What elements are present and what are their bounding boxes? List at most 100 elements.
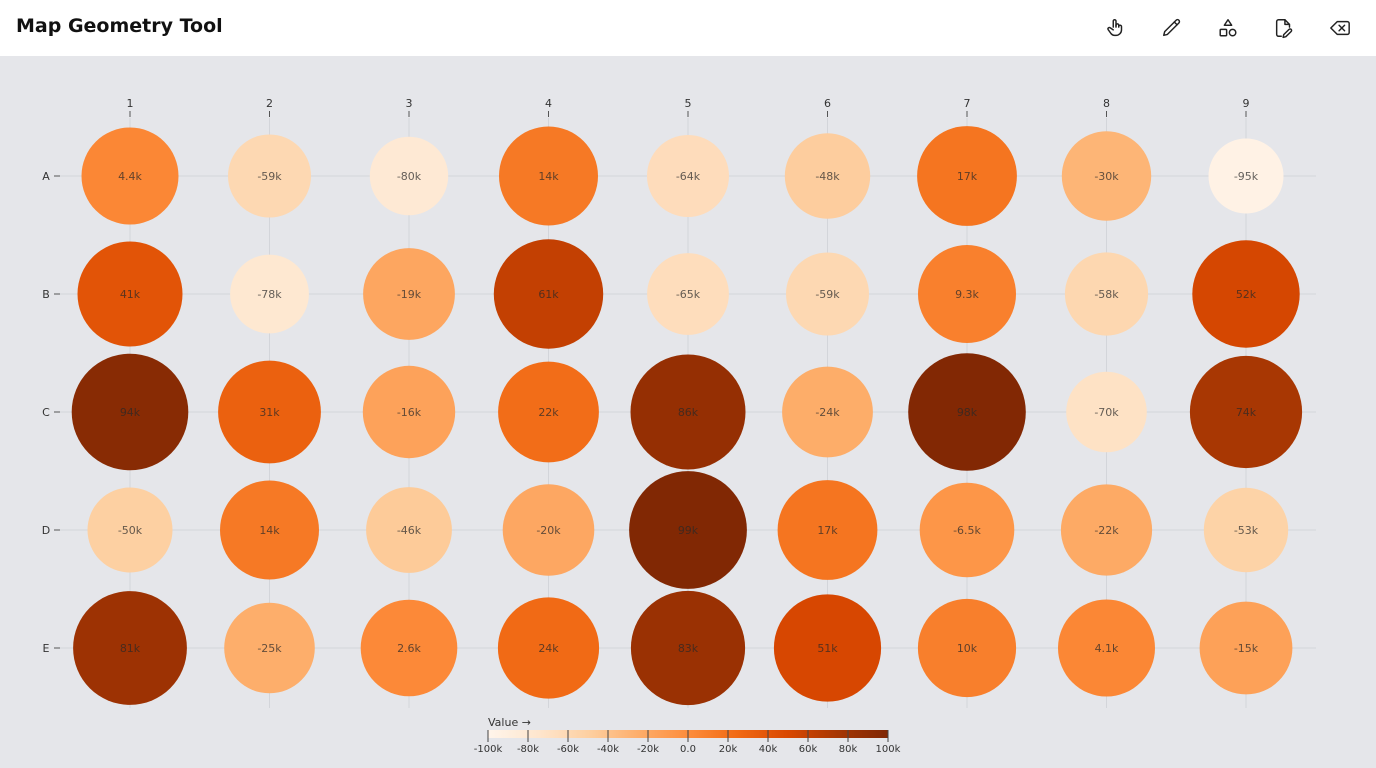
bubble xyxy=(918,245,1016,343)
row-tick-label: E xyxy=(43,642,50,655)
bubble xyxy=(630,590,746,706)
bubble-label: 94k xyxy=(120,406,141,419)
bubble-label: -78k xyxy=(257,288,282,301)
bubble xyxy=(1064,252,1149,336)
legend-tick-label: 40k xyxy=(759,744,778,755)
row-tick-label: B xyxy=(42,288,50,301)
bubble-label: -59k xyxy=(257,170,282,183)
bubble xyxy=(647,253,729,335)
bubble xyxy=(499,126,598,226)
bubble-label: -65k xyxy=(676,288,701,301)
bubble-label: 14k xyxy=(259,524,280,537)
bubble xyxy=(497,597,600,699)
row-tick-label: D xyxy=(42,524,50,537)
bubble xyxy=(77,241,183,347)
bubble-label: 99k xyxy=(678,524,699,537)
bubble xyxy=(1208,138,1284,214)
bubble xyxy=(908,353,1026,471)
bubble-label: 9.3k xyxy=(955,288,979,301)
pencil-icon xyxy=(1163,18,1181,37)
legend-tick-label: 80k xyxy=(839,744,858,755)
bubble xyxy=(71,353,189,471)
bubble xyxy=(786,252,869,336)
bubble-label: -48k xyxy=(815,170,840,183)
bubble xyxy=(366,487,452,573)
bubble xyxy=(1192,240,1300,348)
export-tool-button[interactable] xyxy=(1270,14,1298,42)
column-tick-label: 8 xyxy=(1103,97,1110,110)
bubble xyxy=(218,360,321,464)
backspace-icon xyxy=(1330,20,1350,36)
bubble xyxy=(498,361,599,463)
bubble-label: -70k xyxy=(1094,406,1119,419)
column-tick-label: 2 xyxy=(266,97,273,110)
bubble xyxy=(73,591,187,705)
bubble xyxy=(782,366,873,458)
bubble xyxy=(647,135,729,217)
bubble-label: -19k xyxy=(397,288,422,301)
row-tick-label: C xyxy=(42,406,50,419)
bubble xyxy=(362,365,456,459)
bubble xyxy=(363,248,455,340)
column-tick-label: 3 xyxy=(406,97,413,110)
column-tick-label: 6 xyxy=(824,97,831,110)
bubble-label: -22k xyxy=(1094,524,1119,537)
bubble-label: 24k xyxy=(538,642,559,655)
bubble-label: 17k xyxy=(817,524,838,537)
bubble-label: -16k xyxy=(397,406,422,419)
file-edit-icon xyxy=(1275,19,1293,39)
row-tick-label: A xyxy=(42,170,50,183)
column-tick-label: 7 xyxy=(964,97,971,110)
bubble xyxy=(1060,484,1153,576)
bubble xyxy=(87,487,173,573)
bubble xyxy=(502,484,595,576)
bubble xyxy=(630,354,746,470)
legend-tick-label: -40k xyxy=(597,744,619,755)
bubble-label: 61k xyxy=(538,288,559,301)
bubble xyxy=(629,471,747,589)
column-tick-label: 5 xyxy=(685,97,692,110)
bubble xyxy=(1189,355,1303,469)
bubble-label: -58k xyxy=(1094,288,1119,301)
bubble xyxy=(917,126,1017,226)
legend-title: Value → xyxy=(488,716,531,729)
legend-tick-label: -80k xyxy=(517,744,539,755)
bubble xyxy=(777,480,878,580)
bubble xyxy=(220,480,319,580)
bubble-heatmap-chart: 1 2 3 4 5 6 7 8 9 A B C D E 4.4k -59k -80k 14k -64k -48k 17k… xyxy=(42,97,1316,755)
legend-tick-label: 0.0 xyxy=(680,744,696,755)
bubble-label: 10k xyxy=(957,642,978,655)
bubble xyxy=(919,482,1015,578)
hand-pointer-icon xyxy=(1107,19,1123,37)
app-header: Map Geometry Tool xyxy=(0,0,1376,56)
bubble xyxy=(1061,131,1152,221)
bubble-label: -30k xyxy=(1094,170,1119,183)
pan-tool-button[interactable] xyxy=(1102,14,1130,42)
shapes-tool-button[interactable] xyxy=(1214,14,1242,42)
bubble-label: 14k xyxy=(538,170,559,183)
legend-tick-label: 20k xyxy=(719,744,738,755)
bubble xyxy=(1066,371,1147,453)
bubble xyxy=(784,133,871,219)
bubble-label: 2.6k xyxy=(397,642,421,655)
bubble-label: 86k xyxy=(678,406,699,419)
clear-tool-button[interactable] xyxy=(1326,14,1354,42)
draw-tool-button[interactable] xyxy=(1158,14,1186,42)
bubble-label: 74k xyxy=(1236,406,1257,419)
bubble-label: -50k xyxy=(118,524,143,537)
bubble-label: 31k xyxy=(259,406,280,419)
bubble-label: -80k xyxy=(397,170,422,183)
column-tick-label: 1 xyxy=(127,97,134,110)
app-title: Map Geometry Tool xyxy=(16,15,223,37)
column-tick-label: 4 xyxy=(545,97,552,110)
bubble-label: 41k xyxy=(120,288,141,301)
bubble-label: 81k xyxy=(120,642,141,655)
bubble-label: 22k xyxy=(538,406,559,419)
bubble xyxy=(1203,487,1289,573)
bubble xyxy=(228,134,311,218)
bubble-label: 4.4k xyxy=(118,170,142,183)
bubble xyxy=(773,594,882,702)
legend-tick-label: 60k xyxy=(799,744,818,755)
bubble-label: -24k xyxy=(815,406,840,419)
bubble xyxy=(1058,599,1155,697)
